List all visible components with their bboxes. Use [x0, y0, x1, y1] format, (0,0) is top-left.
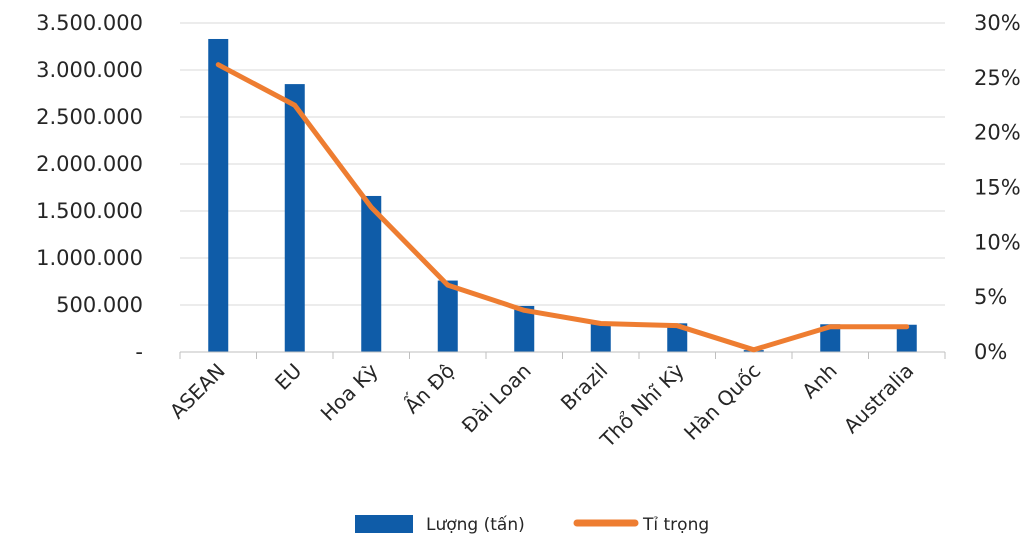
bar: [590, 323, 611, 352]
legend-bar-swatch: [355, 515, 413, 533]
y-tick-label: 1.000.000: [36, 246, 143, 270]
y-tick-label: 500.000: [56, 293, 143, 317]
y-tick-label: 3.000.000: [36, 58, 143, 82]
bar: [437, 280, 458, 352]
category-label: EU: [270, 359, 306, 395]
line-series: [215, 62, 910, 353]
y2-tick-label: 15%: [974, 176, 1021, 200]
y-tick-label: 2.500.000: [36, 105, 143, 129]
left-axis-ticks: - 500.000 1.000.000 1.500.000 2.000.000 2.500…: [36, 11, 143, 364]
bar: [896, 324, 917, 352]
bar-series: [208, 38, 917, 352]
gridlines: [180, 22, 945, 306]
bar: [208, 38, 229, 352]
y2-tick-label: 10%: [974, 230, 1021, 254]
y-tick-label: 3.500.000: [36, 11, 143, 35]
x-axis: [179, 351, 946, 359]
category-label: Brazil: [556, 359, 612, 415]
category-label: Đài Loan: [457, 359, 536, 438]
category-label: Australia: [839, 359, 919, 439]
y-tick-label: -: [135, 340, 143, 364]
bar: [514, 305, 535, 352]
line-path: [215, 62, 910, 353]
legend-line-label: Tỉ trọng: [642, 515, 709, 535]
bar: [361, 195, 382, 352]
category-label: ASEAN: [165, 359, 230, 424]
y2-tick-label: 5%: [974, 285, 1007, 309]
bar: [284, 84, 305, 352]
category-label: Anh: [797, 359, 842, 404]
right-axis-ticks: 0% 5% 10% 15% 20% 25% 30%: [974, 11, 1021, 364]
y2-tick-label: 0%: [974, 340, 1007, 364]
y-tick-label: 1.500.000: [36, 199, 143, 223]
bar: [820, 324, 841, 352]
legend-bar-label: Lượng (tấn): [426, 514, 525, 535]
bar: [667, 323, 688, 352]
y2-tick-label: 20%: [974, 121, 1021, 145]
y-tick-label: 2.000.000: [36, 152, 143, 176]
y2-tick-label: 30%: [974, 11, 1021, 35]
category-label: Ấn Độ: [399, 358, 459, 418]
y2-tick-label: 25%: [974, 66, 1021, 90]
category-label: Hoa Kỳ: [316, 358, 383, 425]
category-label: Hàn Quốc: [679, 359, 765, 445]
legend: Lượng (tấn) Tỉ trọng: [355, 514, 709, 535]
